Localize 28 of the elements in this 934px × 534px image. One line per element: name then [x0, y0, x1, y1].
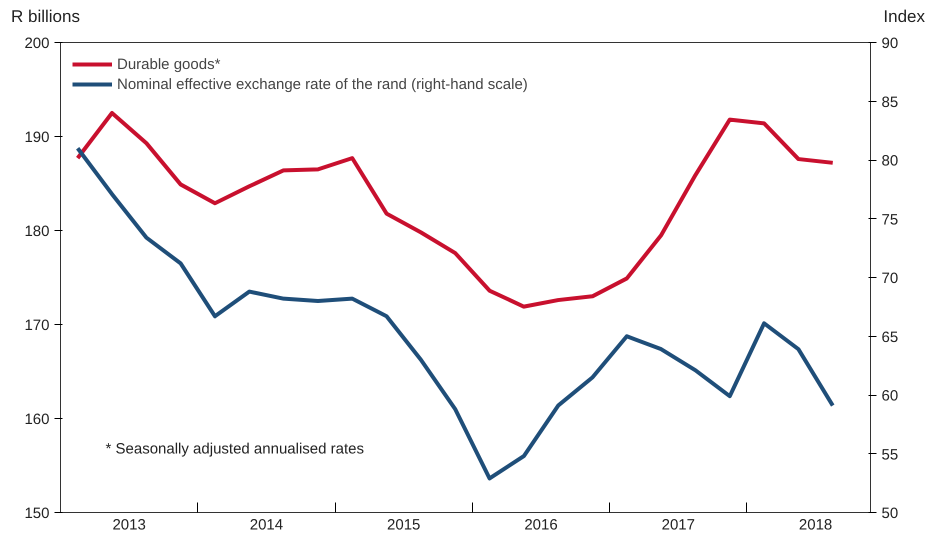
y-axis-title: R billions — [11, 6, 80, 28]
line-series — [76, 111, 835, 309]
x-tick-label: 2017 — [662, 516, 695, 534]
y2-tick-label: 90 — [882, 35, 898, 52]
x-tick-label: 2016 — [524, 516, 558, 534]
x-tick-label: 2015 — [387, 516, 420, 534]
y-tick-label: 150 — [24, 505, 50, 522]
x-tick-label: 2018 — [798, 516, 832, 534]
y-tick-label: 160 — [24, 411, 50, 428]
y-tick-label: 200 — [24, 35, 50, 52]
legend-label: Durable goods* — [117, 56, 220, 72]
y2-axis-title: Index — [883, 6, 925, 28]
y2-tick-label: 75 — [882, 211, 898, 228]
annotation: * Seasonally adjusted annualised rates — [106, 440, 364, 458]
y2-tick-label: 65 — [882, 328, 898, 346]
x-tick-label: 2014 — [250, 516, 284, 534]
x-tick-label: 2013 — [112, 516, 146, 534]
y2-tick-label: 85 — [882, 94, 898, 111]
y2-tick-label: 60 — [882, 388, 898, 404]
y2-tick-label: 80 — [882, 152, 898, 170]
y-tick-label: 180 — [24, 223, 50, 240]
y2-tick-label: 55 — [882, 446, 898, 464]
y-tick-label: 190 — [24, 129, 50, 146]
y2-tick-label: 70 — [882, 270, 898, 287]
legend-label: Nominal effective exchange rate of the rand (right-hand scale) — [117, 76, 528, 92]
y2-tick-label: 50 — [882, 505, 898, 522]
line-series — [76, 146, 835, 480]
y-tick-label: 170 — [24, 317, 50, 334]
